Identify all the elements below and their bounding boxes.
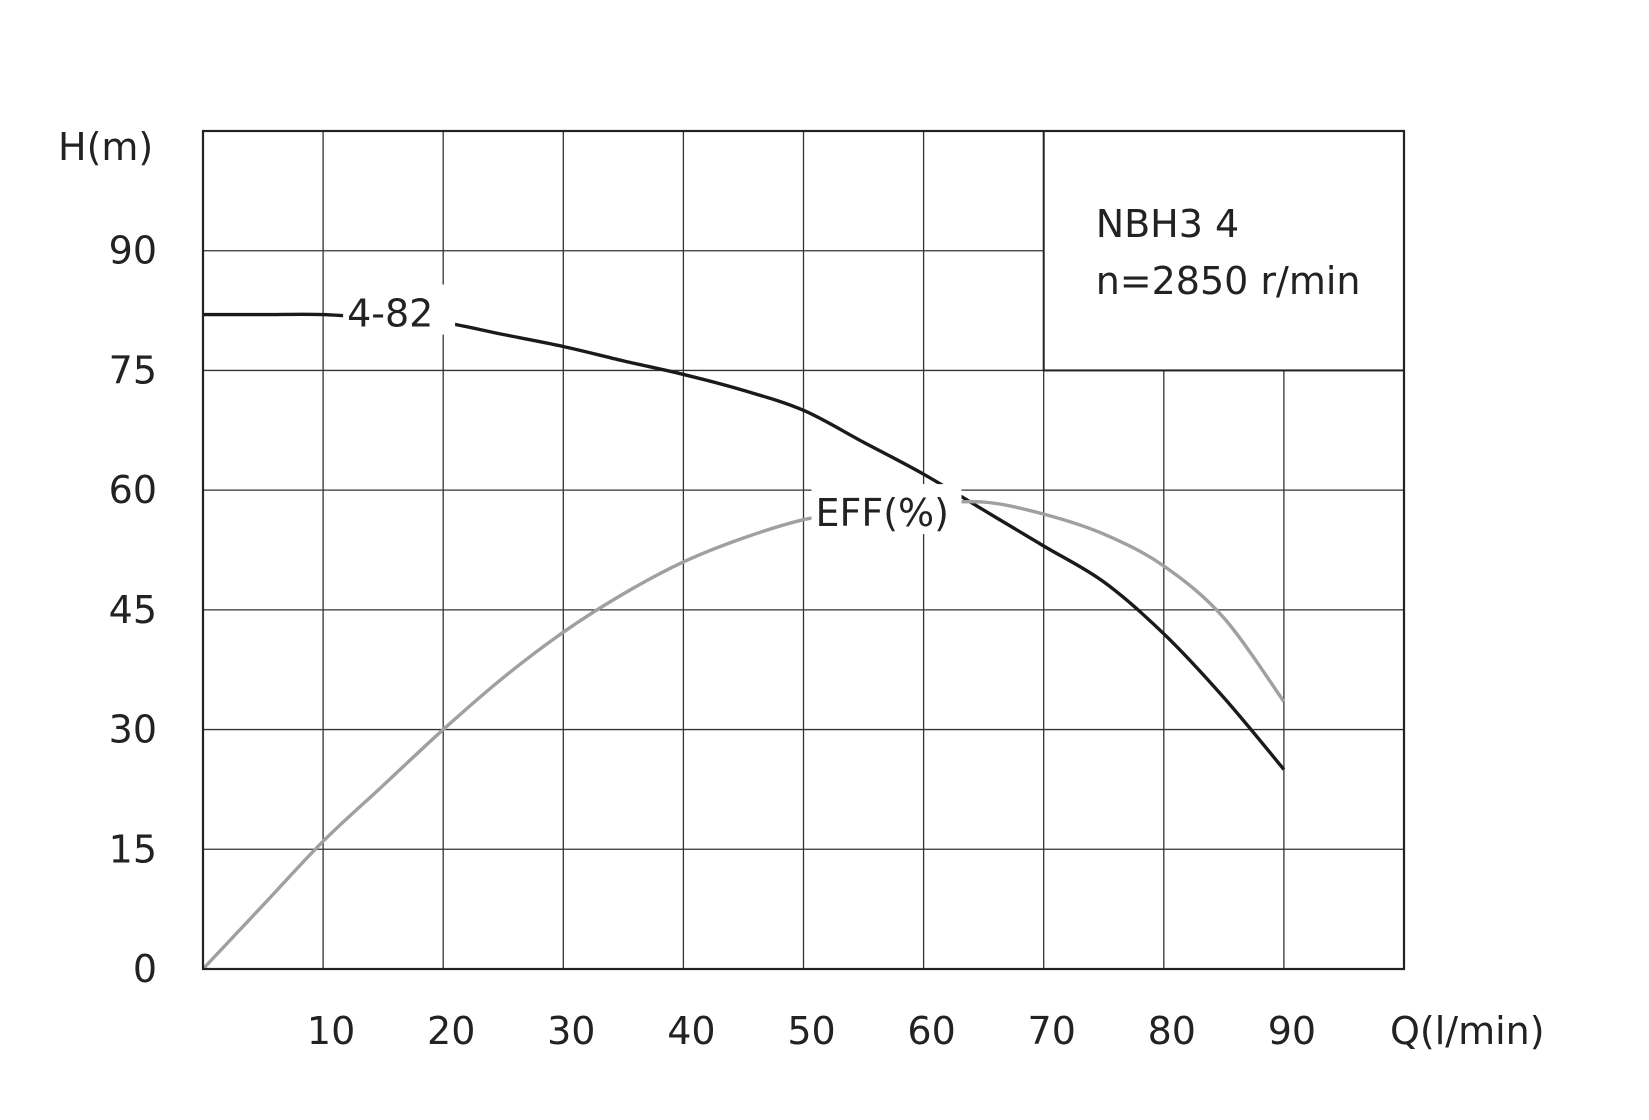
series-label: 4-82 [347,292,433,336]
y-axis-label: H(m) [58,125,153,169]
x-tick-label: 50 [787,1009,835,1053]
series-label-bg [343,284,456,335]
x-axis-label: Q(l/min) [1390,1009,1545,1053]
series-label: EFF(%) [816,491,949,535]
y-tick-label: 90 [109,229,157,273]
x-tick-label: 90 [1268,1009,1316,1053]
x-tick-label: 20 [427,1009,475,1053]
y-tick-label: 0 [133,947,157,991]
series-label-bg [811,484,962,535]
x-tick-label: 30 [547,1009,595,1053]
plot-frame [201,129,1406,971]
y-tick-label: 30 [109,708,157,752]
x-tick-label: 70 [1028,1009,1076,1053]
x-tick-label: 40 [667,1009,715,1053]
y-tick-label: 45 [109,588,157,632]
y-tick-label: 75 [109,348,157,392]
info-speed: n=2850 r/min [1096,259,1361,303]
info-box-background [1042,130,1405,372]
x-tick-label: 60 [907,1009,955,1053]
info-model: NBH3 4 [1096,202,1240,246]
info-box: NBH3 4 n=2850 r/min [1042,130,1405,372]
y-tick-label: 60 [109,468,157,512]
x-tick-label: 10 [307,1009,355,1053]
tick-labels: 0 15 30 45 60 75 90 10 20 30 40 50 60 70 80 90 [109,229,1316,1053]
series-line-1 [201,499,1286,971]
series-group: 4-82 EFF(%) [201,284,1286,971]
y-tick-label: 15 [109,827,157,871]
x-tick-label: 80 [1148,1009,1196,1053]
